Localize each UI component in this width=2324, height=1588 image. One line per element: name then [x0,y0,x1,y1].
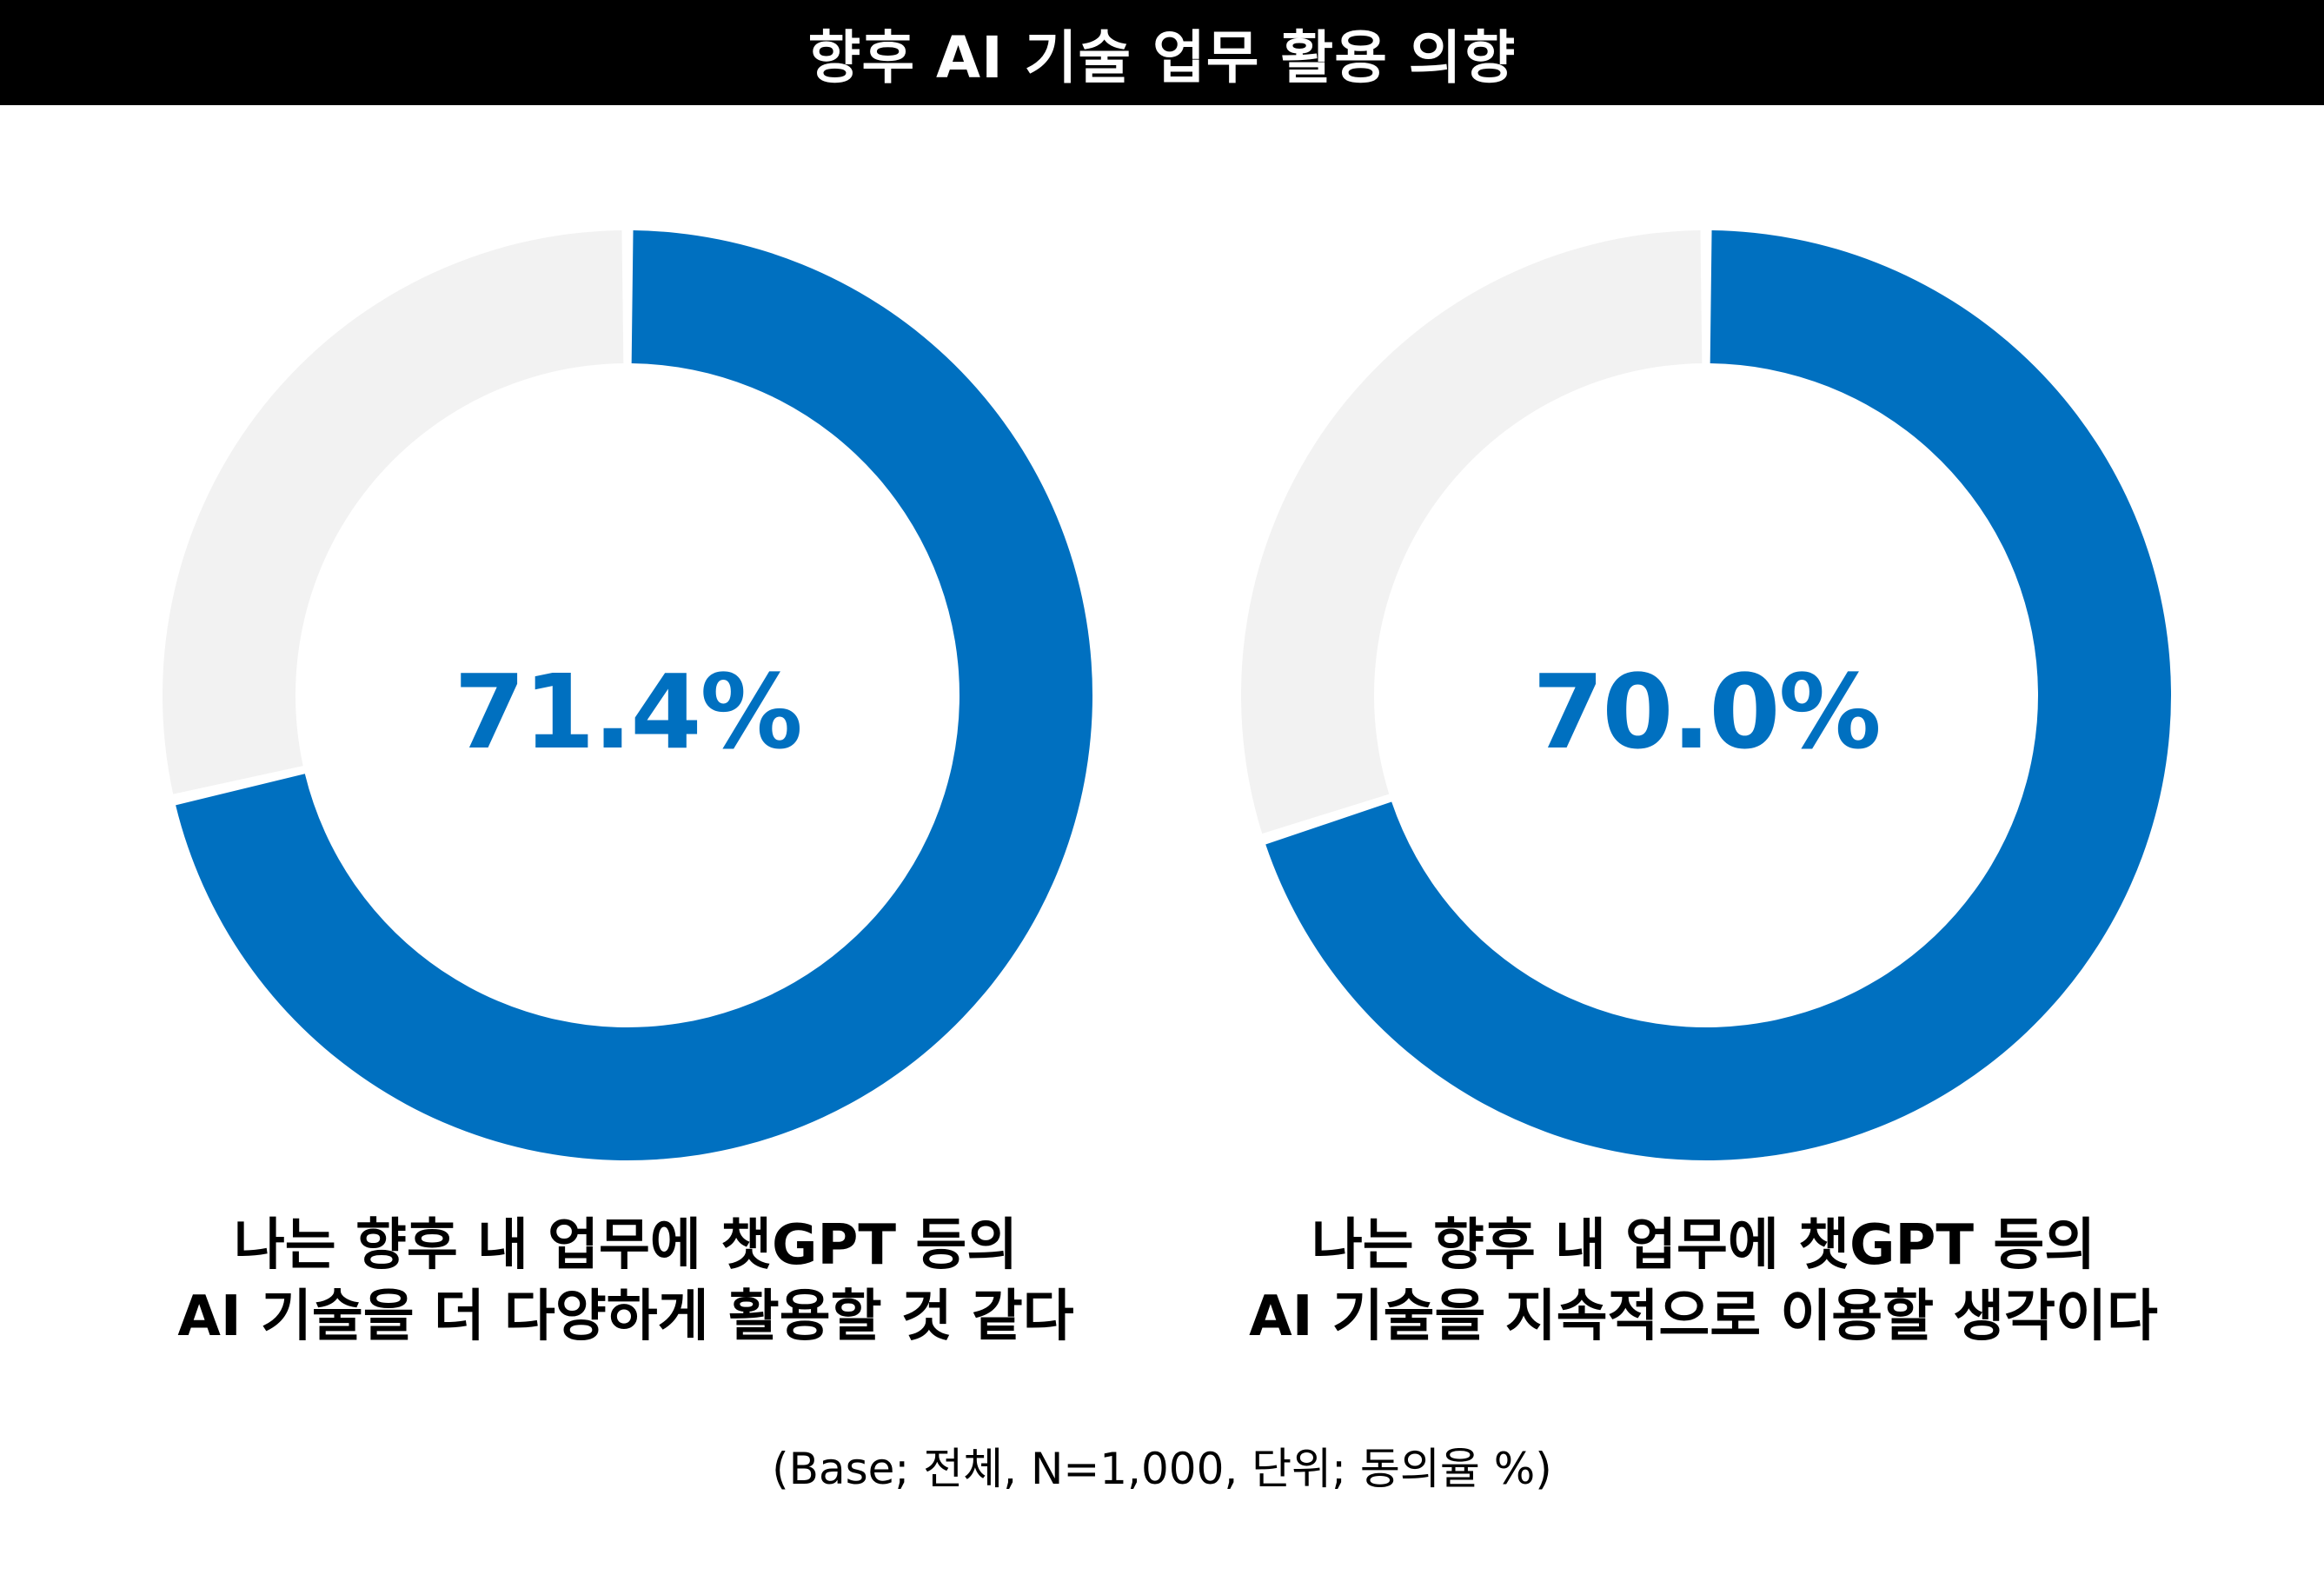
caption-right-line-2: AI 기술을 지속적으로 이용할 생각이다 [1249,1285,2158,1349]
donut-svg-right [1241,230,2171,1160]
donut-chart-left: 71.4% [141,209,1114,1182]
page-title: 향후 AI 기술 업무 활용 의향 [807,23,1517,91]
donut-remainder-slice-right [1241,230,1703,834]
donut-chart-right: 70.0% [1219,209,2193,1182]
donut-remainder-slice-left [162,230,624,794]
footnote: (Base; 전체, N=1,000, 단위; 동의율 %) [772,1444,1552,1494]
caption-right-line-1: 나는 향후 내 업무에 챗GPT 등의 [1311,1213,2096,1278]
value-label-left: 71.4% [454,652,802,772]
title-bar: 향후 AI 기술 업무 활용 의향 [0,0,2324,105]
value-label-right: 70.0% [1532,652,1881,772]
caption-right: 나는 향후 내 업무에 챗GPT 등의 AI 기술을 지속적으로 이용할 생각이… [1121,1210,2286,1352]
caption-left-line-2: AI 기술을 더 다양하게 활용할 것 같다 [177,1285,1074,1349]
caption-left-line-1: 나는 향후 내 업무에 챗GPT 등의 [233,1213,1019,1278]
donut-svg-left [162,230,1092,1160]
donut-value-slice-right [1265,230,2171,1160]
caption-left: 나는 향후 내 업무에 챗GPT 등의 AI 기술을 더 다양하게 활용할 것 … [43,1210,1208,1352]
